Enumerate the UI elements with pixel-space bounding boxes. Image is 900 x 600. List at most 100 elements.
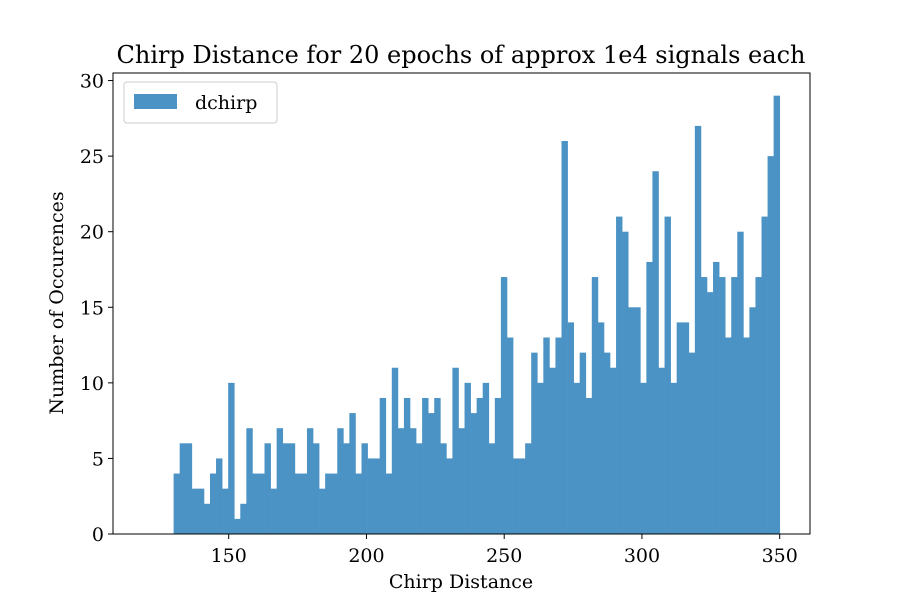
histogram-bar (500, 277, 508, 534)
histogram-bar (452, 367, 459, 534)
histogram-bar (773, 95, 781, 535)
y-tick-label: 5 (92, 448, 104, 470)
histogram-bar (191, 488, 199, 534)
histogram-bar (373, 458, 381, 534)
histogram-bar (682, 322, 690, 534)
x-axis-label: Chirp Distance (389, 571, 533, 593)
histogram-bar (634, 307, 641, 534)
histogram-bar (640, 382, 647, 534)
histogram-bar (173, 473, 181, 534)
y-axis-label: Number of Occurences (46, 191, 68, 414)
histogram-bar (755, 277, 762, 534)
legend-frame (123, 81, 278, 124)
histogram-bar (688, 352, 696, 534)
histogram-bar (700, 277, 708, 534)
y-axis-ticks: 0 5 10 15 20 25 30 (80, 71, 113, 546)
histogram-bar (725, 337, 732, 534)
histogram-bar (216, 458, 223, 534)
histogram-bar (476, 397, 484, 534)
histogram-bar (585, 397, 593, 534)
histogram-bar (761, 216, 768, 534)
histogram-bar (719, 277, 726, 534)
y-tick-label: 15 (80, 297, 104, 319)
histogram-bar (300, 473, 308, 534)
histogram-bar (482, 382, 490, 534)
x-axis-ticks: 150 200 250 300 350 (211, 534, 798, 567)
histogram-bar (513, 458, 520, 534)
histogram-bar (749, 307, 756, 534)
histogram-bar (343, 443, 350, 534)
histogram-bar (609, 367, 617, 534)
histogram-bar (737, 231, 744, 534)
histogram-bar (379, 397, 387, 534)
histogram-bar (676, 322, 684, 534)
histogram-bar (603, 352, 611, 534)
histogram-bar (179, 443, 187, 534)
histogram-bar (743, 337, 750, 534)
histogram-bar (222, 488, 229, 534)
histogram-bar (416, 443, 423, 534)
histogram-bar (306, 428, 314, 534)
histogram-bar (319, 488, 326, 534)
histogram-bar (670, 382, 678, 534)
histogram-bar (470, 413, 477, 534)
chart-title: Chirp Distance for 20 epochs of approx 1… (117, 41, 806, 69)
histogram-bar (646, 261, 653, 534)
histogram-bar (252, 473, 259, 534)
legend-label-dchirp: dchirp (195, 92, 257, 114)
histogram-bar (209, 473, 217, 534)
y-tick-label: 10 (80, 373, 104, 395)
histogram-bar (616, 216, 623, 534)
histogram-bar (294, 473, 302, 534)
histogram-bar (355, 473, 362, 534)
histogram-bar (458, 428, 465, 534)
x-tick-label: 250 (486, 545, 522, 567)
histogram-bar (282, 443, 290, 534)
histogram-bar (579, 352, 587, 534)
histogram-bar (628, 307, 635, 534)
histogram-bar (361, 443, 368, 534)
histogram-bar (325, 473, 332, 534)
histogram-bar (591, 277, 599, 534)
histogram-bar (264, 443, 271, 534)
histogram-bar (488, 443, 496, 534)
histogram-bar (446, 458, 453, 534)
legend: dchirp (123, 81, 278, 124)
histogram-bar (391, 367, 399, 534)
histogram-bar (240, 503, 247, 534)
histogram-bar (713, 261, 720, 534)
histogram-bar (694, 125, 702, 535)
histogram-bar (234, 518, 241, 534)
histogram-bar (567, 322, 574, 534)
histogram-bar (658, 367, 665, 534)
histogram-bar (349, 413, 356, 534)
histogram-bar (519, 458, 526, 534)
y-tick-label: 30 (80, 71, 104, 93)
histogram-bar (403, 397, 411, 534)
histogram-bar (270, 488, 277, 534)
histogram-bar (531, 352, 538, 534)
histogram-bar (434, 397, 441, 534)
histogram-bar (203, 503, 211, 534)
histogram-bar (397, 428, 405, 534)
x-tick-label: 150 (211, 545, 247, 567)
histogram-bar (276, 428, 284, 534)
bars-group (173, 95, 781, 535)
histogram-bar (506, 337, 514, 534)
histogram-bar (652, 171, 659, 534)
histogram-bar (440, 443, 447, 534)
histogram-bar (543, 337, 550, 534)
histogram-bar (555, 337, 562, 534)
x-tick-label: 350 (762, 545, 798, 567)
histogram-bar (313, 443, 320, 534)
plot-frame (112, 72, 811, 535)
histogram-bar (622, 231, 629, 534)
histogram-bar (767, 156, 774, 534)
histogram-bar (525, 443, 532, 534)
histogram-bar (664, 216, 671, 534)
histogram-bar (494, 397, 502, 534)
histogram-bar (258, 473, 265, 534)
histogram-bar (331, 473, 338, 534)
y-tick-label: 20 (80, 222, 104, 244)
